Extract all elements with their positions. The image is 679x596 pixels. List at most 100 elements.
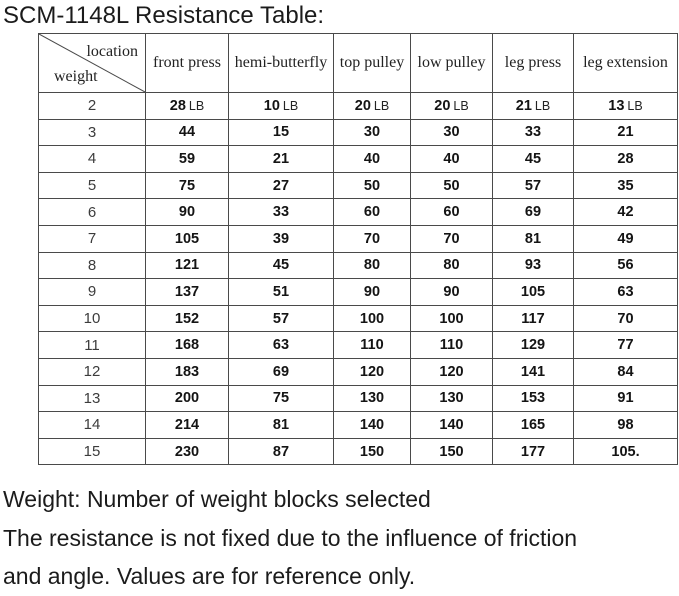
weight-cell: 10 [38, 304, 146, 333]
resistance-value-cell: 177 [492, 437, 574, 466]
resistance-value-cell: 81 [492, 224, 574, 253]
resistance-number: 44 [178, 124, 196, 141]
resistance-number: 84 [617, 363, 634, 380]
resistance-number: 21 [515, 97, 532, 114]
resistance-number: 230 [174, 443, 200, 460]
corner-header-cell: location weight [38, 33, 146, 93]
resistance-number: 140 [439, 416, 464, 433]
table-row: 5 75 27 50 50 57 35 [38, 171, 678, 200]
column-header-leg-press: leg press [492, 33, 574, 93]
resistance-number: 69 [524, 204, 542, 221]
resistance-number: 39 [272, 230, 290, 247]
resistance-value-cell: 28 LB [145, 92, 229, 120]
resistance-value-cell: 60 [410, 198, 493, 226]
resistance-number: 81 [524, 230, 542, 247]
unit-label: LB [188, 98, 205, 113]
unit-label: LB [627, 98, 643, 113]
resistance-number: 21 [272, 150, 290, 167]
table-body: 2 28 LB 10 LB 20 LB 20 LB 21 LB 13 LB 3 44 15 30 30 33 21 4 5… [38, 92, 678, 466]
resistance-number: 91 [617, 390, 634, 407]
resistance-value-cell: 98 [573, 411, 678, 439]
table-row: 13 200 75 130 130 153 91 [38, 384, 678, 413]
column-header-front-press: front press [145, 33, 229, 93]
resistance-number: 15 [272, 124, 290, 141]
resistance-value-cell: 57 [492, 171, 574, 200]
resistance-value-cell: 75 [228, 384, 334, 413]
resistance-number: 69 [272, 363, 290, 380]
resistance-number: 75 [272, 390, 290, 407]
resistance-value-cell: 35 [573, 171, 678, 200]
resistance-value-cell: 150 [333, 437, 411, 466]
table-row: 11 168 63 110 110 129 77 [38, 331, 678, 359]
resistance-number: 105 [520, 283, 546, 300]
weight-cell: 9 [38, 278, 146, 306]
resistance-number: 130 [359, 390, 385, 407]
resistance-value-cell: 200 [145, 384, 229, 413]
resistance-value-cell: 70 [573, 304, 678, 333]
resistance-value-cell: 105. [573, 437, 678, 466]
weight-cell: 13 [38, 384, 146, 413]
resistance-number: 90 [178, 204, 196, 221]
resistance-number: 140 [359, 416, 385, 433]
resistance-number: 80 [363, 257, 381, 274]
resistance-value-cell: 84 [573, 357, 678, 386]
footer-disclaimer-line-2: and angle. Values are for reference only… [3, 563, 416, 589]
table-row: 15 230 87 150 150 177 105. [38, 437, 678, 466]
resistance-value-cell: 81 [228, 411, 334, 439]
resistance-value-cell: 90 [333, 278, 411, 306]
resistance-value-cell: 69 [228, 357, 334, 386]
resistance-number: 153 [520, 390, 546, 407]
weight-cell: 2 [38, 92, 146, 120]
page-title: SCM-1148L Resistance Table: [3, 2, 325, 29]
resistance-value-cell: 49 [573, 224, 678, 253]
resistance-value-cell: 30 [333, 118, 411, 147]
resistance-number: 137 [174, 283, 200, 300]
resistance-number: 110 [360, 337, 384, 354]
resistance-value-cell: 28 [573, 145, 678, 173]
resistance-number: 21 [617, 124, 634, 141]
resistance-value-cell: 90 [410, 278, 493, 306]
unit-label: LB [282, 98, 299, 113]
resistance-value-cell: 75 [145, 171, 229, 200]
table-row: 6 90 33 60 60 69 42 [38, 198, 678, 226]
resistance-number: 60 [443, 204, 460, 221]
resistance-number: 80 [443, 257, 460, 274]
table-row: 2 28 LB 10 LB 20 LB 20 LB 21 LB 13 LB [38, 92, 678, 120]
resistance-value-cell: 100 [410, 304, 493, 333]
resistance-number: 63 [617, 283, 634, 300]
resistance-number: 214 [174, 416, 200, 433]
resistance-number: 45 [272, 257, 290, 274]
resistance-number: 90 [363, 283, 381, 300]
resistance-number: 110 [439, 337, 464, 354]
resistance-number: 200 [174, 390, 200, 407]
table-row: 3 44 15 30 30 33 21 [38, 118, 678, 147]
weight-cell: 15 [38, 437, 146, 466]
resistance-value-cell: 141 [492, 357, 574, 386]
resistance-number: 100 [439, 310, 464, 327]
resistance-value-cell: 21 [573, 118, 678, 147]
resistance-number: 150 [359, 443, 385, 460]
resistance-number: 77 [617, 337, 634, 354]
resistance-number: 28 [169, 97, 186, 114]
weight-cell: 11 [38, 331, 146, 359]
resistance-value-cell: 183 [145, 357, 229, 386]
unit-label: LB [534, 98, 551, 113]
resistance-number: 40 [363, 150, 381, 167]
resistance-number: 49 [617, 230, 634, 247]
resistance-value-cell: 50 [410, 171, 493, 200]
resistance-value-cell: 130 [410, 384, 493, 413]
resistance-value-cell: 129 [492, 331, 574, 359]
unit-label: LB [373, 98, 390, 113]
resistance-value-cell: 110 [410, 331, 493, 359]
column-header-low-pulley: low pulley [410, 33, 493, 93]
resistance-value-cell: 10 LB [228, 92, 334, 120]
resistance-number: 51 [272, 283, 290, 300]
resistance-number: 152 [174, 310, 200, 327]
resistance-value-cell: 150 [410, 437, 493, 466]
resistance-number: 28 [617, 150, 634, 167]
resistance-number: 120 [439, 363, 464, 380]
corner-weight-label: weight [54, 68, 98, 85]
resistance-value-cell: 140 [410, 411, 493, 439]
resistance-value-cell: 120 [410, 357, 493, 386]
table-row: 9 137 51 90 90 105 63 [38, 278, 678, 306]
